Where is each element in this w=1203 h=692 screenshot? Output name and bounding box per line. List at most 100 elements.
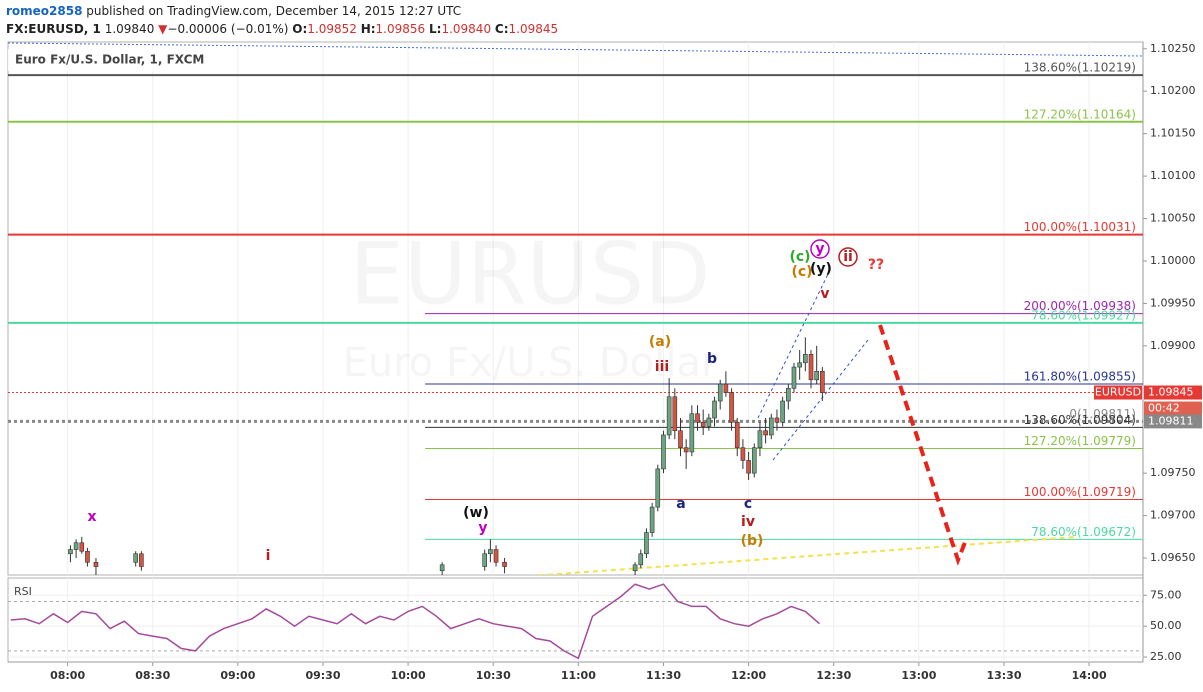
y-tick-label: 1.09950 <box>1150 296 1196 309</box>
ohlc-key: C: <box>495 22 509 36</box>
candle-body <box>93 561 99 567</box>
x-tick-label: 12:00 <box>731 669 766 682</box>
candle-body <box>757 430 763 448</box>
level-label: 138.60%(1.10219) <box>1024 61 1136 75</box>
candle-body <box>700 421 706 427</box>
annotation: c <box>744 496 752 512</box>
x-tick-label: 09:00 <box>220 669 255 682</box>
byline-text: published on TradingView.com, December 1… <box>86 4 461 18</box>
candle-body <box>768 417 774 436</box>
x-tick-label: 13:00 <box>901 669 936 682</box>
y-tick-label: 1.09650 <box>1150 551 1196 564</box>
drawings <box>8 42 1143 575</box>
trend-line <box>8 42 1143 57</box>
price-tag <box>1094 385 1142 400</box>
annotation: x <box>87 509 96 525</box>
level-label: 100.00%(1.09719) <box>1024 485 1136 499</box>
annotation: a <box>676 496 685 512</box>
last: 1.09840 <box>105 22 155 36</box>
annotations: xi(w)y(a)iii ba civ(b)(c)(c)(y)y ii ??v <box>87 239 884 564</box>
candle-body <box>814 371 819 381</box>
candle-body <box>763 430 768 436</box>
level-label: 78.60%(1.09672) <box>1031 525 1136 539</box>
level-label: 127.20%(1.09779) <box>1024 434 1136 448</box>
candles <box>68 337 825 575</box>
candle-body <box>774 417 780 423</box>
y-tick-label: 1.10150 <box>1150 127 1196 140</box>
candle-body <box>649 506 655 533</box>
x-tick-label: 11:30 <box>646 669 681 682</box>
annotation-circle <box>838 247 858 267</box>
x-tick-label: 10:00 <box>391 669 426 682</box>
pane-title: Euro Fx/U.S. Dollar, 1, FXCM <box>15 53 204 67</box>
grid <box>67 42 1090 575</box>
annotation: (c) <box>789 249 810 265</box>
price-tag-label: EURUSD <box>1095 386 1141 399</box>
candle-body <box>746 460 751 474</box>
change: −0.00006 (−0.01%) <box>167 22 288 36</box>
candle-body <box>797 362 802 368</box>
annotation: y <box>815 241 824 257</box>
candle-body <box>488 549 493 555</box>
candle-body <box>672 396 678 432</box>
axes: 1.10250 1.10200 1.10150 1.10100 1.10050 1.100… <box>50 42 1202 682</box>
ohlc-key: O: <box>292 22 307 36</box>
y-tick-label: 1.10250 <box>1150 42 1196 55</box>
rsi-tick-label: 75.00 <box>1150 588 1182 601</box>
y-tick-label: 1.10100 <box>1150 169 1196 182</box>
annotation: ii <box>843 249 853 265</box>
annotation: (w) <box>463 505 489 521</box>
annotation: i <box>266 548 271 564</box>
x-tick-label: 12:30 <box>816 669 851 682</box>
forecast-arrow <box>878 324 968 566</box>
rsi-pane <box>7 577 1144 663</box>
price-tag <box>1144 385 1202 400</box>
annotation: v <box>820 286 829 302</box>
x-tick-label: 09:30 <box>305 669 340 682</box>
candle-body <box>655 468 661 508</box>
candle-body <box>803 354 808 364</box>
price-tag-label: 1.09845 <box>1148 386 1194 399</box>
candle-body <box>786 387 791 402</box>
candle-body <box>729 392 734 423</box>
level-label: 161.80%(1.09855) <box>1024 370 1136 384</box>
annotation: iv <box>741 514 755 530</box>
level-label: 100.00%(1.10031) <box>1024 220 1136 234</box>
watermark: EURUSD <box>350 224 711 324</box>
x-tick-label: 14:00 <box>1072 669 1107 682</box>
candle-body <box>482 553 488 567</box>
ohlc-value: 1.09845 <box>509 22 559 36</box>
candle-body <box>661 434 666 470</box>
candle-body <box>740 447 746 461</box>
candle-body <box>638 553 644 566</box>
candle-body <box>780 400 785 423</box>
symbol: FX:EURUSD, 1 <box>6 22 101 36</box>
x-tick-label: 08:00 <box>50 669 85 682</box>
support-line <box>529 536 1076 575</box>
level-label: 200.00%(1.09938) <box>1024 299 1136 313</box>
candle-body <box>678 430 683 448</box>
rsi-line <box>10 583 820 660</box>
price-tag-label: 00:42 <box>1148 402 1180 415</box>
main-pane <box>7 41 1144 576</box>
y-tick-label: 1.09750 <box>1150 466 1196 479</box>
watermark-sub: Euro Fx/U.S. Dollar <box>343 340 718 386</box>
y-tick-label: 1.09700 <box>1150 509 1196 522</box>
level-label: 127.20%(1.10164) <box>1024 107 1136 121</box>
title-bg <box>8 49 194 71</box>
candle-body <box>723 383 729 393</box>
rsi-grid <box>8 578 1143 662</box>
y-tick-label: 1.10050 <box>1150 212 1196 225</box>
candle-body <box>493 549 499 563</box>
byline: romeo2858 published on TradingView.com, … <box>6 4 461 18</box>
x-tick-label: 11:00 <box>561 669 596 682</box>
annotation: ?? <box>868 257 884 273</box>
rsi-tick-label: 50.00 <box>1150 619 1182 632</box>
channel-line <box>772 339 869 461</box>
price-tag <box>1144 401 1202 416</box>
annotation: (y) <box>810 261 832 277</box>
annotation: iii <box>655 359 669 375</box>
rsi-tick-label: 25.00 <box>1150 650 1182 663</box>
user: romeo2858 <box>6 4 82 18</box>
candle-body <box>644 532 649 555</box>
